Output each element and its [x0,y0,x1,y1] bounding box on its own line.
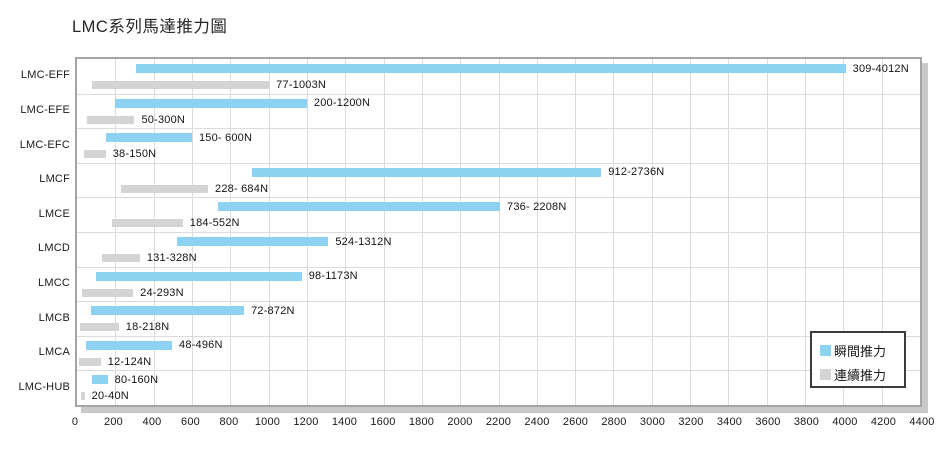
category-label: LMCB [38,311,70,324]
bar-value-label: 309-4012N [852,62,909,75]
bar-value-label: 18-218N [125,321,170,334]
x-axis-tick-label: 4200 [870,416,897,428]
bar-instant [105,133,192,143]
x-axis-tick-label: 2000 [447,416,473,428]
x-axis-tick-label: 600 [181,416,200,428]
gridline-horizontal [77,94,920,95]
gridline-horizontal [77,163,920,164]
bar-continuous [86,115,135,124]
bar-continuous [80,392,85,401]
chart-title: LMC系列馬達推力圖 [72,18,228,36]
bar-instant [92,375,108,385]
x-axis-tick-label: 200 [104,416,123,428]
category-label: LMCE [38,207,70,220]
x-axis-tick-label: 4000 [832,416,858,428]
x-axis-tick-label: 800 [219,416,239,428]
legend-item-instant: 瞬間推力 [820,338,904,362]
gridline-horizontal [77,301,920,302]
bar-continuous [112,219,183,228]
bar-value-label: 524-1312N [335,235,392,248]
x-axis-tick-label: 1200 [293,416,319,428]
x-axis-tick-label: 2800 [601,416,627,428]
plot-area: 309-4012N 200-1200N 150- 600N 912-2736N 736-… [75,57,922,407]
legend-label-instant: 瞬間推力 [834,343,887,359]
bar-value-label: 12-124N [107,355,152,368]
x-axis-tick-label: 2200 [485,416,512,428]
category-label: LMC-EFC [19,138,70,151]
x-axis-tick-label: 3400 [716,416,743,428]
bar-value-label: 50-300N [141,113,186,126]
bar-value-label: 24-293N [140,286,184,299]
x-axis-tick-label: 1000 [254,416,281,428]
bar-value-label: 228- 684N [215,182,269,195]
bar-continuous [81,288,134,297]
bar-value-label: 736- 2208N [507,200,567,213]
x-axis-tick-label: 3200 [678,416,704,428]
x-axis-tick-label: 1400 [331,416,358,428]
bar-value-label: 98-1173N [308,270,358,283]
bar-value-label: 184-552N [189,217,240,230]
bar-continuous [102,254,140,262]
bar-value-label: 912-2736N [608,166,665,179]
bar-value-label: 131-328N [146,252,197,264]
legend: 瞬間推力 連續推力 [810,331,906,388]
x-axis-tick-label: 2400 [524,416,550,428]
category-label: LMC-EFF [20,69,70,82]
bar-instant [115,98,307,108]
category-label: LMC-EFE [20,103,70,116]
bar-value-label: 200-1200N [313,97,371,110]
continuous-swatch-icon [820,368,831,380]
x-axis-tick-label: 4400 [909,416,935,428]
bar-value-label: 150- 600N [198,131,253,144]
bar-instant [136,64,846,73]
category-label: LMCA [38,346,70,359]
bar-value-label: 77-1003N [276,79,327,91]
gridline-horizontal [77,232,920,233]
bar-continuous [120,184,209,193]
gridline-horizontal [77,267,920,268]
bar-continuous [80,323,119,332]
legend-label-continuous: 連續推力 [834,367,887,383]
x-axis-tick-label: 1800 [408,416,435,428]
bar-instant [251,167,602,177]
bar-value-label: 72-872N [251,304,295,317]
bar-instant [90,306,245,316]
legend-item-continuous: 連續推力 [820,362,904,386]
bar-continuous [91,81,270,89]
bar-instant [86,340,173,350]
category-label: LMCF [39,173,70,186]
bar-value-label: 48-496N [179,339,223,352]
bar-continuous [79,357,101,366]
gridline-horizontal [77,370,920,371]
gridline-horizontal [77,336,920,337]
category-label: LMCC [38,276,70,289]
x-axis-tick-label: 400 [142,416,162,428]
bar-instant [177,237,329,246]
x-axis-tick-label: 2600 [562,416,589,428]
instant-swatch-icon [820,344,831,356]
category-label: LMCD [38,242,70,255]
gridline-horizontal [77,128,920,129]
bar-continuous [84,150,106,159]
bar-instant [218,202,501,212]
bar-value-label: 20-40N [91,390,129,403]
bar-value-label: 80-160N [114,373,159,386]
gridline-horizontal [77,197,920,198]
bar-instant [95,271,302,281]
x-axis-tick-label: 1600 [370,416,396,428]
category-label: LMC-HUB [18,380,70,393]
x-axis-tick-label: 3600 [755,416,781,428]
x-axis-tick-label: 0 [71,416,79,428]
x-axis-tick-label: 3800 [793,416,820,428]
bar-value-label: 38-150N [112,148,157,161]
x-axis-tick-label: 3000 [639,416,666,428]
